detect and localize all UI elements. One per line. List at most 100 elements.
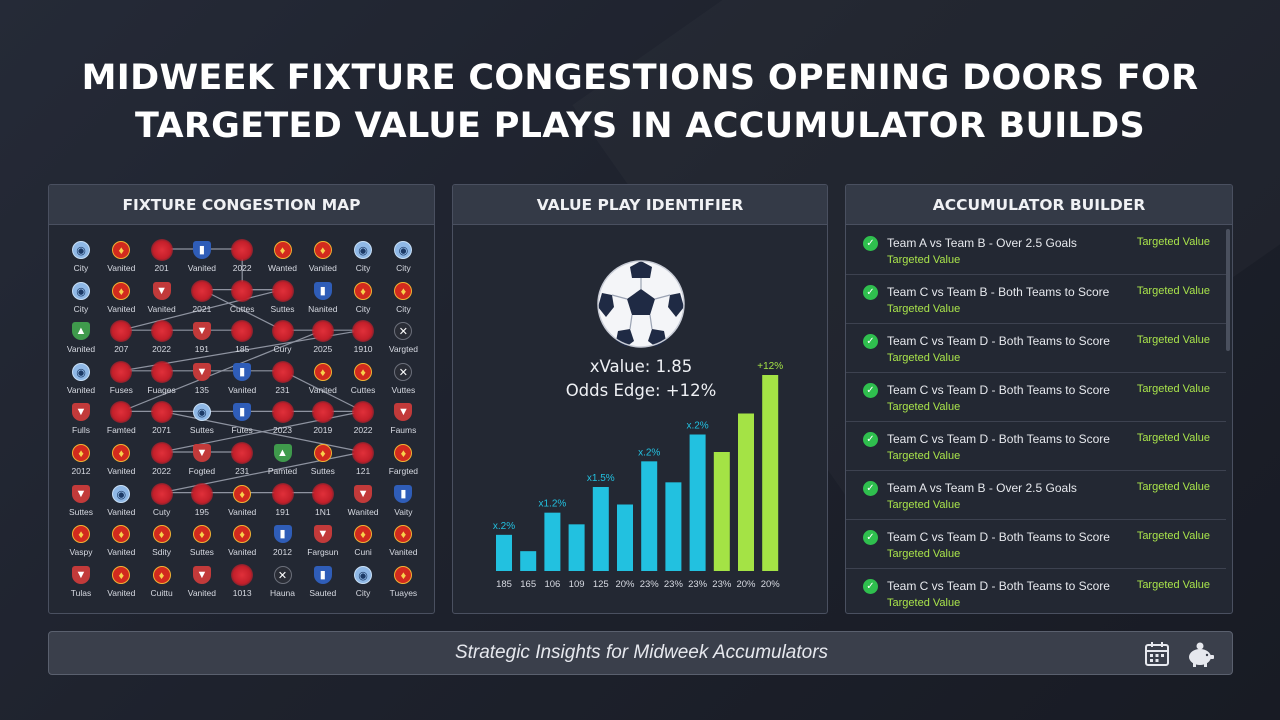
map-cell[interactable]: ▮ Vanited [180,237,224,277]
map-cell[interactable]: ◉ Suttes [180,399,224,439]
map-cell[interactable]: ▼ Tulas [59,562,103,602]
map-cell[interactable]: ◉ City [341,237,385,277]
map-cell[interactable]: Cury [261,318,305,358]
map-cell[interactable]: 231 [220,440,264,480]
map-cell[interactable]: ▮ Futes [220,399,264,439]
acca-scrollbar[interactable] [1226,229,1230,351]
accumulator-selection-list[interactable]: ✓ Team A vs Team B - Over 2.5 Goals Target… [846,226,1226,613]
map-cell[interactable]: ♦ Cuni [341,521,385,561]
map-cell[interactable]: ▼ Vanited [180,562,224,602]
map-cell[interactable]: 121 [341,440,385,480]
map-cell[interactable]: ♦ City [381,278,425,318]
piggy-bank-icon[interactable] [1185,640,1215,668]
calendar-icon[interactable] [1143,640,1171,668]
map-cell[interactable]: ▼ Fargsun [301,521,345,561]
map-cell[interactable]: Famted [99,399,143,439]
map-cell[interactable]: 2019 [301,399,345,439]
acca-selection-row[interactable]: ✓ Team C vs Team D - Both Teams to Score T… [846,422,1226,471]
map-cell[interactable]: Fuses [99,359,143,399]
map-cell[interactable]: ▼ Fogted [180,440,224,480]
acca-selection-row[interactable]: ✓ Team C vs Team D - Both Teams to Score T… [846,569,1226,613]
map-cell[interactable]: ▼ 191 [180,318,224,358]
map-cell[interactable]: ▼ Faums [381,399,425,439]
map-cell[interactable]: ♦ City [341,278,385,318]
map-cell[interactable]: ◉ City [381,237,425,277]
acca-selection-row[interactable]: ✓ Team A vs Team B - Over 2.5 Goals Target… [846,226,1226,275]
map-cell[interactable]: ♦ Vanited [99,278,143,318]
map-cell[interactable]: ▲ Pamted [261,440,305,480]
map-cell[interactable]: 2025 [301,318,345,358]
map-cell[interactable]: ♦ Vanited [301,237,345,277]
check-icon[interactable]: ✓ [863,530,878,545]
map-cell[interactable]: 207 [99,318,143,358]
check-icon[interactable]: ✓ [863,383,878,398]
map-cell[interactable]: ▼ Wanited [341,481,385,521]
map-cell[interactable]: Suttes [261,278,305,318]
map-cell[interactable]: 195 [180,481,224,521]
map-cell[interactable]: ▮ Nanited [301,278,345,318]
map-cell[interactable]: Cuttes [220,278,264,318]
map-cell[interactable]: Cuty [140,481,184,521]
map-cell[interactable]: 2021 [180,278,224,318]
map-cell[interactable]: 185 [220,318,264,358]
map-cell[interactable]: ▮ Vaity [381,481,425,521]
map-cell[interactable]: 1N1 [301,481,345,521]
map-cell[interactable]: ♦ Vaspy [59,521,103,561]
check-icon[interactable]: ✓ [863,285,878,300]
map-cell[interactable]: ♦ Cuttes [341,359,385,399]
map-cell[interactable]: 2023 [261,399,305,439]
acca-selection-row[interactable]: ✓ Team C vs Team D - Both Teams to Score T… [846,324,1226,373]
acca-selection-row[interactable]: ✓ Team C vs Team B - Both Teams to Score T… [846,275,1226,324]
check-icon[interactable]: ✓ [863,481,878,496]
map-cell[interactable]: 2071 [140,399,184,439]
map-cell[interactable]: ♦ Vanited [301,359,345,399]
map-cell[interactable]: ✕ Vargted [381,318,425,358]
map-cell[interactable]: ♦ Wanted [261,237,305,277]
check-icon[interactable]: ✓ [863,236,878,251]
map-cell[interactable]: ♦ Cuittu [140,562,184,602]
map-cell[interactable]: ◉ Vanited [59,359,103,399]
map-cell[interactable]: ♦ Suttes [301,440,345,480]
map-cell[interactable]: 191 [261,481,305,521]
map-cell[interactable]: ▲ Vanited [59,318,103,358]
map-cell[interactable]: ▼ 135 [180,359,224,399]
check-icon[interactable]: ✓ [863,579,878,594]
map-cell[interactable]: ▮ 2012 [261,521,305,561]
map-cell[interactable]: ♦ Vanited [220,481,264,521]
map-cell[interactable]: ♦ Tuayes [381,562,425,602]
map-cell[interactable]: ♦ Sdity [140,521,184,561]
map-cell[interactable]: ♦ 2012 [59,440,103,480]
map-cell[interactable]: ◉ City [59,278,103,318]
map-cell[interactable]: ♦ Vanited [381,521,425,561]
map-cell[interactable]: 201 [140,237,184,277]
map-cell[interactable]: ◉ Vanited [99,481,143,521]
map-cell[interactable]: ▼ Vanited [140,278,184,318]
map-cell[interactable]: 2022 [140,440,184,480]
map-cell[interactable]: ✕ Hauna [261,562,305,602]
map-cell[interactable]: ◉ City [59,237,103,277]
map-cell[interactable]: Fuages [140,359,184,399]
map-cell[interactable]: ♦ Vanited [99,237,143,277]
map-cell[interactable]: ▮ Vanited [220,359,264,399]
map-cell[interactable]: ✕ Vuttes [381,359,425,399]
map-cell[interactable]: ♦ Vanited [220,521,264,561]
map-cell[interactable]: ▼ Fulls [59,399,103,439]
map-cell[interactable]: ♦ Fargted [381,440,425,480]
acca-selection-row[interactable]: ✓ Team C vs Team D - Both Teams to Score T… [846,373,1226,422]
map-cell[interactable]: ♦ Vanited [99,562,143,602]
map-cell[interactable]: 231 [261,359,305,399]
acca-selection-row[interactable]: ✓ Team C vs Team D - Both Teams to Score T… [846,520,1226,569]
acca-selection-row[interactable]: ✓ Team A vs Team B - Over 2.5 Goals Target… [846,471,1226,520]
map-cell[interactable]: 2022 [140,318,184,358]
map-cell[interactable]: 2022 [341,399,385,439]
map-cell[interactable]: 1013 [220,562,264,602]
map-cell[interactable]: ▮ Sauted [301,562,345,602]
check-icon[interactable]: ✓ [863,334,878,349]
map-cell[interactable]: ♦ Vanited [99,521,143,561]
check-icon[interactable]: ✓ [863,432,878,447]
map-cell[interactable]: 2022 [220,237,264,277]
map-cell[interactable]: ◉ City [341,562,385,602]
map-cell[interactable]: 1910 [341,318,385,358]
map-cell[interactable]: ▼ Suttes [59,481,103,521]
map-cell[interactable]: ♦ Suttes [180,521,224,561]
